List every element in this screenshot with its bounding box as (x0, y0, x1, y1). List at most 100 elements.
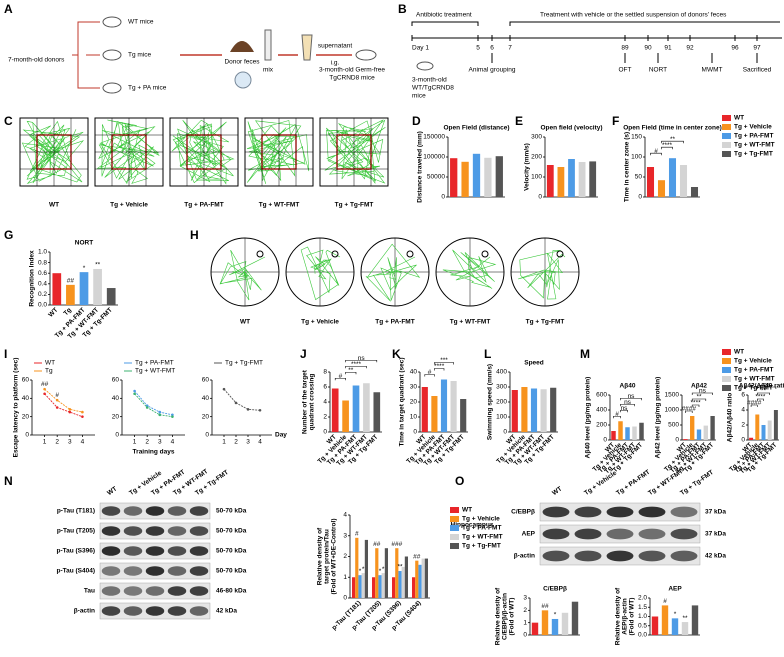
y-tick-label: 0.4 (38, 281, 47, 288)
chart-title: Aβ42 (691, 383, 707, 390)
chart-title: NORT (75, 240, 93, 247)
band (606, 528, 634, 540)
mouse-icon (102, 82, 122, 94)
y-tick-label: 6 (323, 384, 327, 391)
bar (679, 165, 688, 197)
y-tick-label: 6 (741, 392, 745, 399)
legend-swatch (722, 151, 731, 157)
bar (484, 157, 492, 197)
y-tick-label: 200 (496, 399, 507, 406)
band (670, 528, 698, 540)
panel-label: A (4, 2, 13, 16)
day-label: 90 (644, 45, 652, 52)
band (670, 550, 698, 562)
y-tick-label: 4 (323, 399, 327, 406)
scheme-text: WT mice (128, 19, 154, 26)
legend-swatch (450, 543, 459, 549)
y-axis-label: quadrant crossing (309, 374, 316, 431)
bar (761, 425, 766, 440)
x-tick-label: WT (47, 307, 59, 319)
row-label: C/EBPβ (511, 509, 535, 516)
row-label: AEP (522, 531, 536, 538)
bracket (661, 140, 684, 144)
y-tick-label: 0 (205, 432, 209, 439)
bar (401, 566, 405, 598)
y-tick-label: 60 (22, 377, 30, 384)
bar (373, 392, 381, 432)
bracket-label: # (339, 373, 343, 380)
bar (657, 180, 666, 197)
mouse-icon (416, 61, 434, 71)
significance-mark: * (359, 568, 362, 575)
bracket-label: **** (662, 142, 673, 149)
bar (375, 548, 379, 598)
y-tick-label: 2 (323, 414, 327, 421)
bar (668, 158, 677, 197)
legend-label: Tg + Tg-FMT (734, 385, 773, 392)
line (134, 393, 173, 418)
significance-mark: * (362, 566, 365, 573)
dish-icon (234, 71, 252, 89)
bar (521, 387, 528, 432)
feces-icon (230, 41, 254, 52)
legend-swatch (722, 124, 731, 130)
bar (415, 560, 419, 598)
legend-swatch (722, 133, 731, 139)
legend-label: Tg + Vehicle (462, 516, 500, 523)
bracket-label: ** (670, 136, 676, 143)
scheme-text: WT/TgCRND8 (412, 85, 454, 92)
bar (352, 577, 356, 598)
bar (696, 429, 702, 440)
x-tick-label: 1 (43, 439, 47, 446)
band (189, 566, 209, 576)
y-tick-label: 100000 (423, 154, 445, 161)
event-label: NORT (649, 67, 667, 74)
y-tick-label: 0.2 (38, 291, 47, 298)
mouse-icon (355, 49, 377, 61)
bar (52, 273, 62, 305)
row-label: β-actin (74, 608, 95, 615)
scheme-text: Donor feces (224, 59, 260, 66)
bar (358, 575, 362, 598)
legend-label: Tg + PA-FMT (734, 133, 773, 140)
bracket (620, 397, 642, 401)
track-path (171, 119, 235, 185)
y-tick-label: 0 (741, 437, 745, 444)
event-label: Sacrificed (743, 67, 772, 74)
panel-label: N (4, 474, 13, 488)
swim-path (300, 246, 341, 301)
bracket (509, 21, 780, 26)
track-path (21, 120, 85, 185)
size-label: 46-80 kDa (216, 588, 247, 595)
band (123, 546, 143, 556)
timeline-text: Treatment with vehicle or the settled su… (540, 12, 727, 19)
y-tick-label: 40 (22, 395, 30, 402)
panel-label: E (515, 114, 523, 128)
track-label: WT (49, 202, 59, 209)
panel-label: O (455, 474, 464, 488)
bracket (424, 374, 435, 377)
bracket (411, 21, 479, 26)
bar (661, 605, 669, 635)
y-tick-label: 1000 (665, 407, 680, 414)
bar (363, 383, 370, 432)
x-tick-label: 1 (222, 439, 226, 446)
line (44, 388, 83, 413)
panel-label: J (300, 347, 307, 361)
row-label: p-Tau (T181) (57, 508, 95, 515)
y-tick-label: 50 (635, 174, 643, 181)
bracket-label: ns (358, 355, 366, 362)
y-tick-label: 2 (343, 553, 347, 560)
scheme-text: supernatant (318, 43, 353, 50)
bar (540, 389, 547, 432)
y-tick-label: 400 (496, 369, 507, 376)
bar (639, 422, 644, 440)
bar (611, 431, 616, 440)
bar (472, 153, 481, 197)
legend-label: Tg + PA-FMT (462, 525, 501, 532)
bar (767, 420, 772, 440)
x-tick-label: 3 (68, 439, 72, 446)
band (670, 506, 698, 518)
row-label: Tau (84, 588, 95, 595)
legend-label: Tg + WT-FMT (462, 534, 503, 541)
